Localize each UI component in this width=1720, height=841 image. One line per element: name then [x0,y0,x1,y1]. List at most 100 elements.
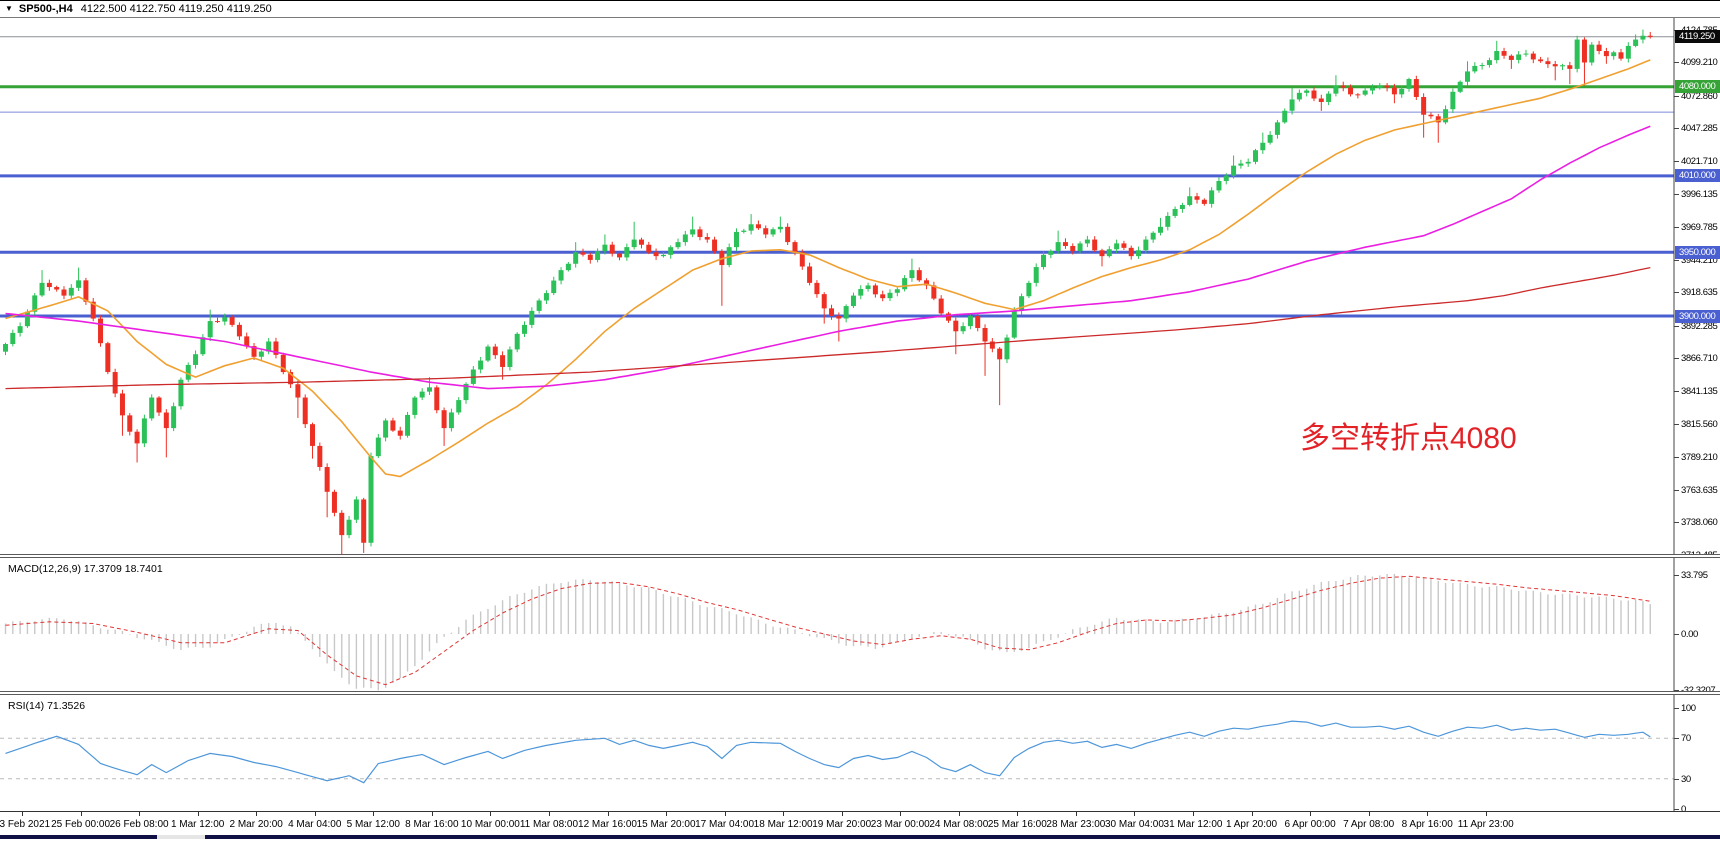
axis-tick-mark [1674,292,1679,294]
axis-tick-label: -32.3207 [1681,685,1720,696]
time-axis-label: 19 Mar 20:00 [812,819,872,830]
axis-tick-mark [1674,522,1679,524]
axis-tick-label: 4021.710 [1681,155,1718,167]
quote-bar[interactable]: ▼ SP500-,H4 4122.500 4122.750 4119.250 4… [0,1,1720,18]
time-tick-mark [958,812,960,816]
time-axis-label: 23 Mar 00:00 [870,819,930,830]
time-axis-label: 24 Mar 08:00 [929,819,989,830]
time-axis-label: 10 Mar 00:00 [460,819,520,830]
axis-tick-mark [1674,457,1679,459]
ohlc-values: 4122.500 4122.750 4119.250 4119.250 [80,3,272,15]
axis-tick-mark [1674,160,1679,162]
axis-tick-label: 3866.710 [1681,353,1718,365]
axis-tick-mark [1674,423,1679,425]
time-axis-label: 31 Mar 12:00 [1163,819,1223,830]
ma-medium-line[interactable] [5,125,1651,390]
time-axis-label: 4 Mar 04:00 [288,819,342,830]
time-tick-mark [548,812,550,816]
axis-tick-mark [1674,62,1679,64]
time-axis-label: 5 Mar 12:00 [346,819,400,830]
axis-tick-label: 0.00 [1681,629,1698,640]
axis-tick-mark [1674,358,1679,360]
chart-annotation-text: 多空转折点4080 [1300,422,1517,455]
axis-tick-label: 3892.285 [1681,320,1718,332]
resistance-4080-price-badge: 4080.000 [1675,80,1720,94]
axis-tick-label: 3996.135 [1681,188,1718,200]
rsi-line [5,720,1651,784]
horizontal-levels[interactable] [0,36,1674,318]
time-tick-mark [783,812,785,816]
time-tick-mark [1427,812,1429,816]
time-tick-mark [666,812,668,816]
axis-tick-mark [1674,809,1679,810]
horizontal-scrollbar[interactable] [0,835,1720,839]
candlestick-series[interactable] [3,29,1653,555]
time-tick-mark [80,812,82,816]
pane-separator[interactable] [0,691,1720,695]
axis-tick-mark [1674,390,1679,392]
time-axis-label: 8 Mar 16:00 [405,819,459,830]
scrollbar-thumb[interactable] [157,835,205,839]
rsi-indicator-pane[interactable] [0,695,1720,811]
time-tick-mark [1368,812,1370,816]
time-tick-mark [1193,812,1194,816]
time-tick-mark [1485,812,1487,816]
time-tick-mark [724,812,726,816]
time-tick-mark [256,812,258,816]
macd-histogram [4,573,1651,691]
collapse-quote-icon[interactable]: ▼ [5,4,13,13]
axis-tick-label: 0 [1681,804,1686,815]
axis-tick-label: 3918.635 [1681,287,1718,299]
axis-tick-mark [1674,227,1679,229]
symbol-timeframe-label: SP500-,H4 [18,3,73,15]
axis-tick-mark [1674,707,1679,709]
time-tick-mark [900,812,902,816]
macd-indicator-pane[interactable] [0,558,1720,691]
current-price-line-price-badge: 4119.250 [1675,30,1720,44]
ma-fast-line[interactable] [5,59,1651,478]
axis-tick-mark [1674,489,1679,491]
time-tick-mark [490,812,492,816]
time-axis-label: 30 Mar 04:00 [1104,819,1164,830]
support-3900-price-badge: 3900.000 [1675,309,1720,323]
axis-tick-label: 33.795 [1681,570,1708,581]
rsi-label: RSI(14) 71.3526 [8,700,86,712]
time-axis-label: 6 Apr 00:00 [1284,819,1336,830]
axis-tick-label: 3815.560 [1681,418,1718,430]
axis-tick-label: 4124.785 [1681,25,1720,36]
time-axis-label: 8 Apr 16:00 [1401,819,1453,830]
axis-tick-mark [1674,95,1679,97]
axis-tick-label: 3763.635 [1681,484,1718,496]
axis-tick-label: 4072.860 [1681,90,1718,102]
axis-tick-label: 3789.210 [1681,452,1718,464]
time-axis-label: 7 Apr 08:00 [1343,819,1395,830]
time-axis-label: 17 Mar 04:00 [695,819,755,830]
time-tick-mark [197,812,199,816]
axis-tick-mark [1674,325,1679,327]
time-axis-label: 11 Apr 23:00 [1457,819,1514,830]
time-axis-label: 26 Feb 08:00 [109,819,169,830]
axis-tick-label: 70 [1681,733,1691,745]
price-chart-pane[interactable] [0,18,1720,555]
pane-separator[interactable] [0,554,1720,558]
time-axis-label: 18 Mar 12:00 [753,819,813,830]
axis-tick-mark [1674,575,1679,576]
time-axis-label: 1 Mar 12:00 [170,819,225,830]
ma-slow-line[interactable] [5,266,1651,390]
time-tick-mark [139,812,141,816]
axis-tick-mark [1674,738,1679,740]
time-tick-mark [841,812,843,816]
time-axis-label: 25 Mar 16:00 [987,819,1047,830]
axis-tick-label: 3841.135 [1681,385,1718,397]
time-tick-mark [1134,812,1136,816]
axis-tick-mark [1674,634,1679,635]
axis-tick-mark [1674,259,1679,261]
time-axis-label: 28 Mar 23:00 [1046,819,1106,830]
time-tick-mark [373,812,375,816]
axis-tick-mark [1674,193,1679,195]
axis-tick-mark [1674,778,1679,780]
time-tick-mark [1251,812,1253,816]
axis-tick-label: 4099.210 [1681,57,1718,69]
